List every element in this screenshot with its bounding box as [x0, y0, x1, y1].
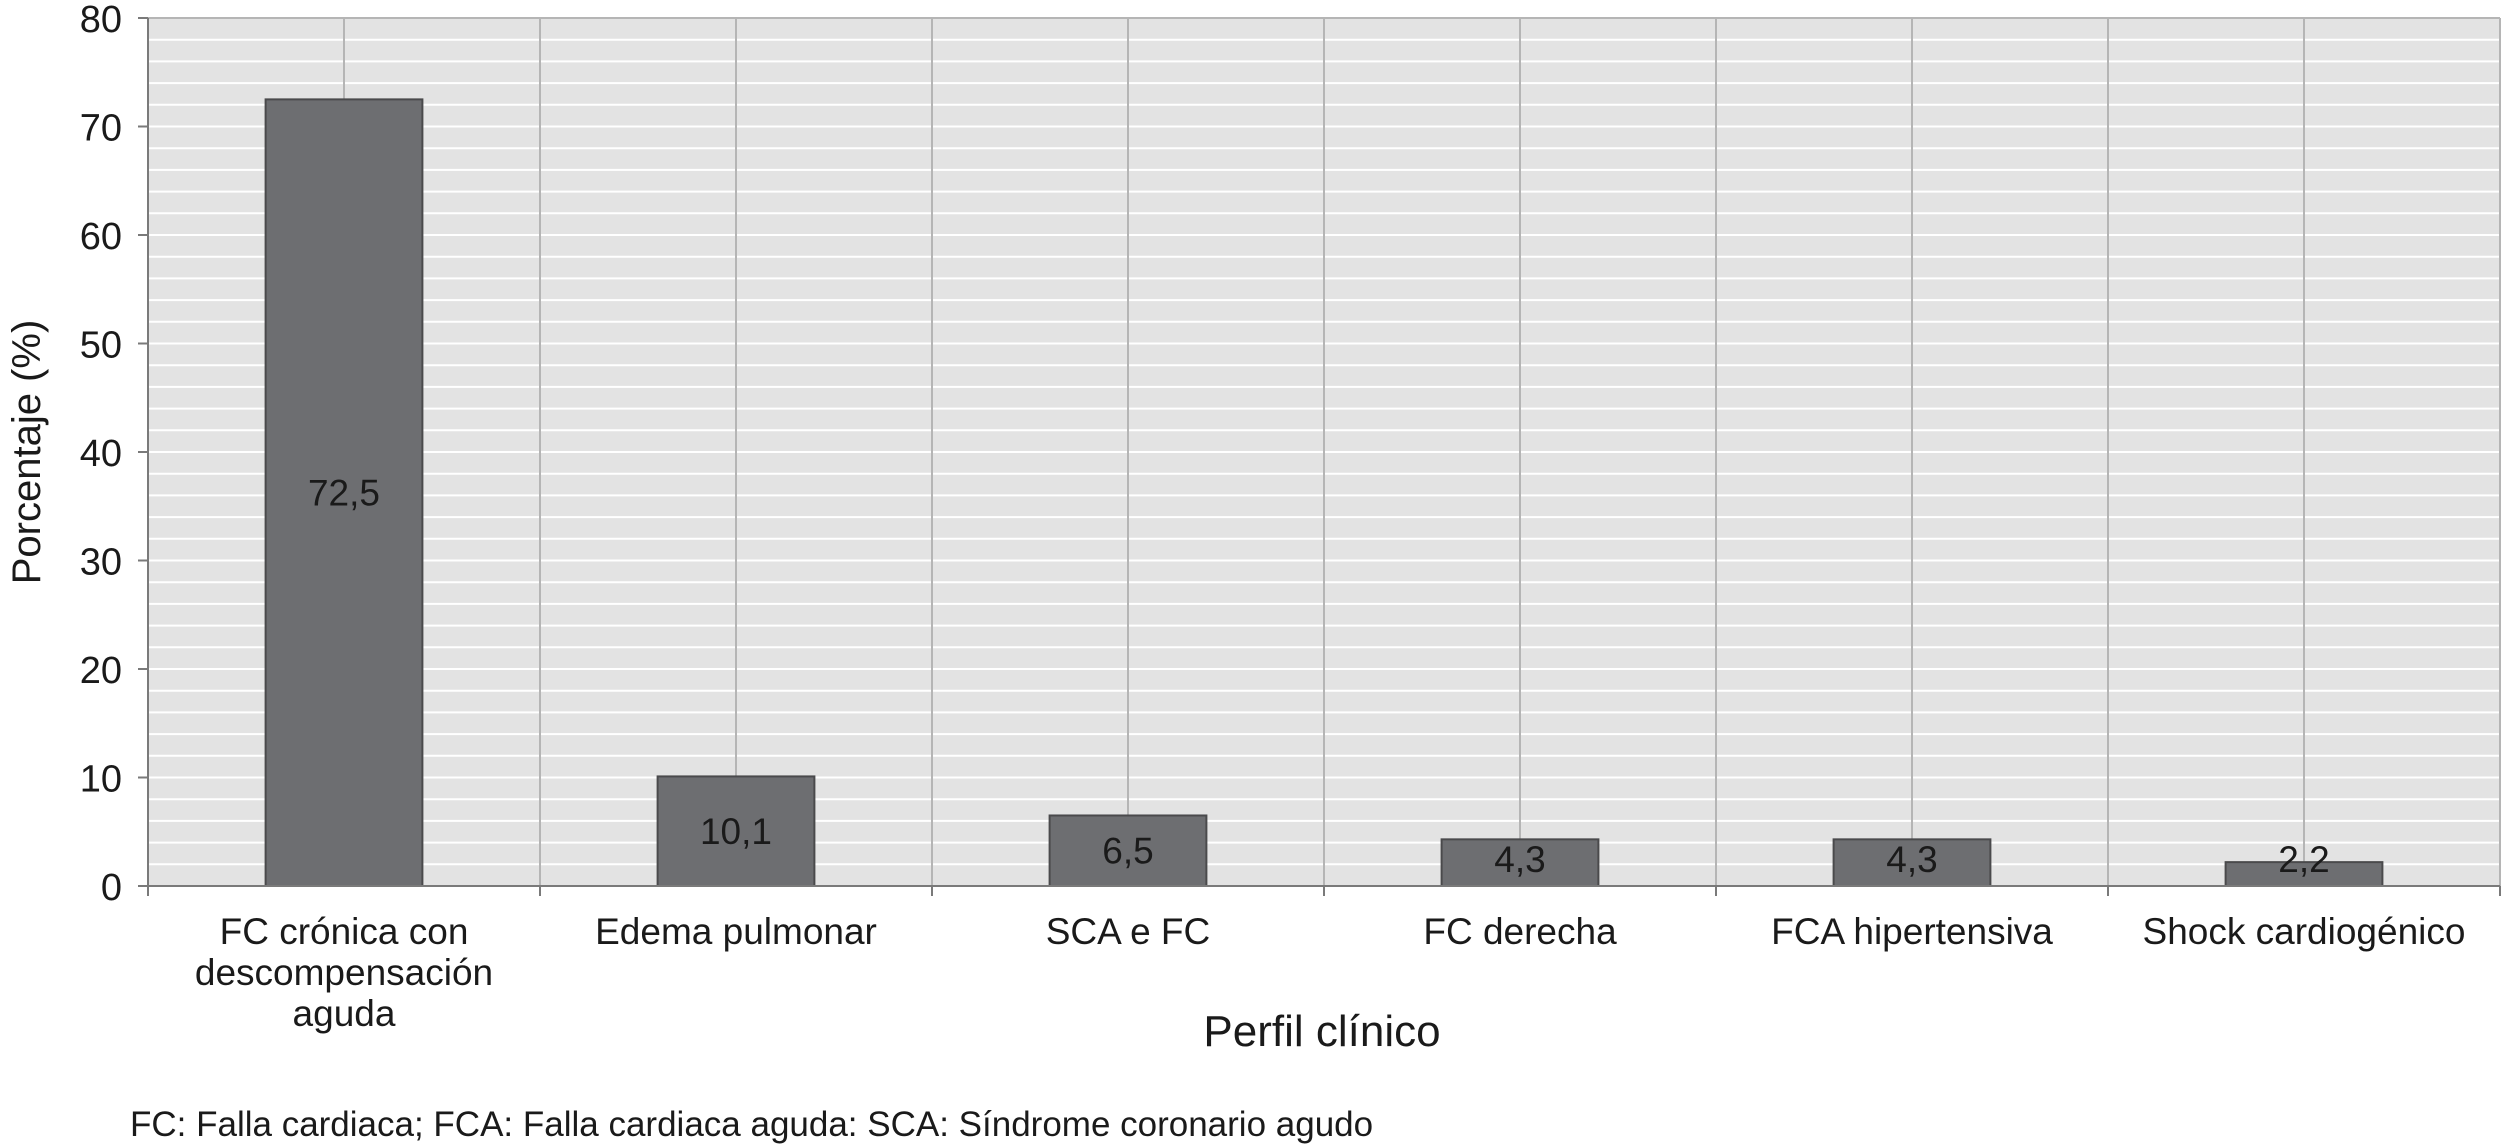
bar: [1048, 814, 1208, 887]
x-tick-label: Shock cardiogénico: [2143, 911, 2466, 952]
x-tick-label-line: descompensación: [195, 952, 493, 993]
x-tick-label-line: SCA e FC: [1046, 911, 1211, 952]
y-tick-label: 20: [80, 650, 122, 692]
data-label: 6,5: [1102, 831, 1153, 872]
y-tick-label: 60: [80, 216, 122, 258]
footnote: FC: Falla cardiaca; FCA: Falla cardiaca …: [130, 1105, 1373, 1144]
grid-lines: [147, 17, 2501, 886]
x-tick-label: FC derecha: [1423, 911, 1617, 952]
y-tick-label: 70: [80, 108, 122, 150]
x-tick-label-line: aguda: [293, 993, 396, 1034]
bar: [1440, 838, 1600, 887]
y-axis-label: Porcentaje (%): [5, 320, 49, 585]
x-tick-label: FC crónica con descompensación aguda: [195, 911, 493, 1034]
x-tick-label-line: FC derecha: [1423, 911, 1617, 952]
y-tick-label: 50: [80, 325, 122, 367]
x-axis-label: Perfil clínico: [1203, 1007, 1440, 1056]
y-tick-label: 10: [80, 759, 122, 801]
data-labels: 72,5 10,1 6,5 4,3 4,3 2,2: [308, 473, 2330, 880]
x-tick-label-line: FCA hipertensiva: [1771, 911, 2053, 952]
x-tick-labels: FC crónica con descompensación aguda Edema …: [195, 911, 2466, 1034]
x-tick-label-line: FC crónica con: [220, 911, 469, 952]
x-tick-label-line: Edema pulmonar: [595, 911, 877, 952]
bar: [1832, 838, 1992, 887]
y-tick-label: 40: [80, 433, 122, 475]
x-tick-label-line: Shock cardiogénico: [2143, 911, 2466, 952]
data-label: 4,3: [1494, 839, 1545, 880]
data-label: 4,3: [1886, 839, 1937, 880]
y-tick-labels: 0 10 20 30 40 50 60 70 80: [80, 0, 122, 909]
x-tick-label: Edema pulmonar: [595, 911, 877, 952]
data-label: 72,5: [308, 473, 380, 514]
bar: [656, 775, 816, 887]
x-tick-label: SCA e FC: [1046, 911, 1211, 952]
y-tick-label: 0: [101, 867, 122, 909]
y-tick-label: 80: [80, 0, 122, 41]
data-label: 2,2: [2278, 839, 2329, 880]
data-label: 10,1: [700, 811, 772, 852]
axes: [138, 17, 2501, 896]
x-tick-label: FCA hipertensiva: [1771, 911, 2053, 952]
y-tick-label: 30: [80, 542, 122, 584]
